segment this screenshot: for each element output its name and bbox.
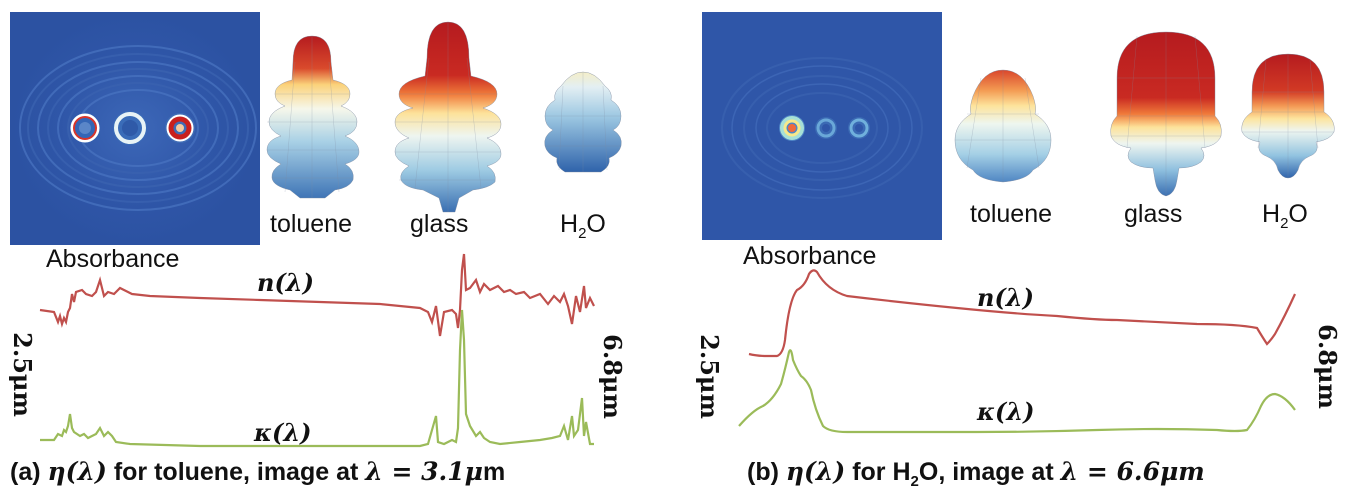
panel-a: Absorbance [7,12,627,487]
caption-b-mid2: O, image at [918,458,1061,486]
water-o-b: O [1288,200,1308,228]
water-label-b: H2O [1262,200,1308,232]
caption-a-mid: for toluene, image at [106,458,366,486]
caption-b-eq: λ = 6.6μm [1060,457,1205,486]
caption-b: (b) η(λ) for H2O, image at λ = 6.6μm [747,457,1205,490]
water-pattern-b [1241,53,1335,179]
water-sub-b: 2 [1280,215,1289,232]
caption-b-sub: 2 [910,473,919,490]
water-pattern-a [544,71,622,173]
spectrum-plot-b [738,269,1297,434]
caption-a-eq: λ = 3.1μ [365,457,483,486]
panel-b: Absorbance [677,0,1354,493]
caption-b-mid: for H [845,458,911,486]
n-label-b: n(λ) [977,283,1034,312]
caption-b-eta: η(λ) [785,457,846,486]
absorbance-label-a: Absorbance [46,245,180,273]
k-label-b: κ(λ) [977,397,1035,426]
water-h-a: H [560,210,579,238]
n-curve-b [748,269,1297,358]
glass-pattern-b [1110,31,1222,197]
glass-label-b: glass [1124,200,1183,228]
right-wavelength-b: 6.8μm [1312,324,1342,409]
k-label-a: κ(λ) [254,418,312,447]
absorbance-label-b: Absorbance [743,242,877,270]
absorbance-image-b [702,12,942,240]
n-curve-a [39,253,595,337]
water-sub-a: 2 [578,225,587,242]
caption-b-prefix: (b) [747,458,786,486]
glass-pattern-a [394,21,502,213]
caption-a-eta: η(λ) [47,457,107,486]
toluene-label-a: toluene [270,210,353,238]
caption-a-unit: m [482,458,506,486]
toluene-pattern-b [954,69,1052,183]
n-label-a: n(λ) [257,268,314,297]
toluene-label-b: toluene [970,200,1053,228]
k-curve-a [40,309,594,448]
absorbance-image-a [10,12,260,245]
water-label-a: H2O [560,210,606,242]
water-h-b: H [1262,200,1281,228]
water-o-a: O [586,210,606,238]
k-curve-b [738,349,1296,434]
left-wavelength-b: 2.5μm [694,334,724,419]
spectrum-plot-a [39,253,595,448]
glass-label-a: glass [410,210,469,238]
left-wavelength-a: 2.5μm [7,332,37,417]
caption-a: (a) η(λ) for toluene, image at λ = 3.1μm [10,457,505,487]
toluene-pattern-a [266,35,360,199]
right-wavelength-a: 6.8μm [597,334,627,419]
caption-a-prefix: (a) [10,458,48,486]
